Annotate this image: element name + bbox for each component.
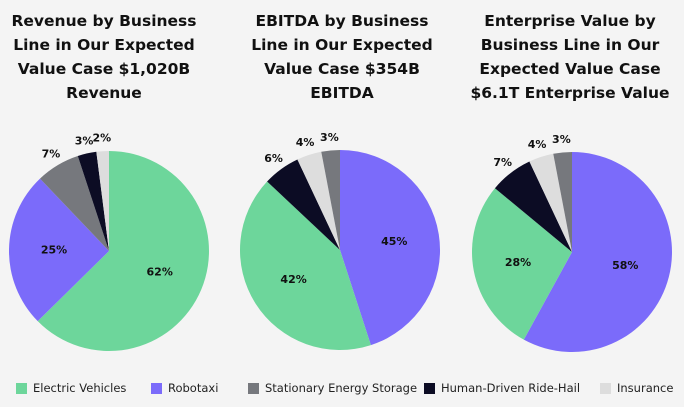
legend-item-human-driven-ride-hail: Human-Driven Ride-Hail <box>424 381 580 395</box>
legend-item-stationary-energy-storage: Stationary Energy Storage <box>248 381 417 395</box>
chart-legend: Electric Vehicles Robotaxi Stationary Ener… <box>16 381 684 401</box>
legend-swatch <box>248 382 259 394</box>
pie-slice-insurance <box>297 151 340 250</box>
pie-slice-stationary-energy-storage <box>553 152 572 252</box>
pie-slice-label: 7% <box>493 156 512 169</box>
legend-label: Insurance <box>617 381 674 395</box>
pie-slice-robotaxi <box>340 150 441 346</box>
legend-item-robotaxi: Robotaxi <box>151 381 218 395</box>
pie-slice-label: 6% <box>264 152 283 165</box>
legend-item-electric-vehicles: Electric Vehicles <box>16 381 126 395</box>
pie-slice-label: 3% <box>75 134 94 147</box>
pie-slice-electric-vehicles <box>239 181 371 351</box>
chart-title-revenue: Revenue by Business Line in Our Expected V… <box>0 9 209 105</box>
chart-title-ebitda: EBITDA by Business Line in Our Expected Va… <box>237 9 447 105</box>
pie-slice-robotaxi <box>523 152 672 352</box>
pie-slice-stationary-energy-storage <box>321 150 340 250</box>
pie-slice-label: 58% <box>612 259 638 272</box>
chart-title-line: Enterprise Value by <box>484 12 656 30</box>
pie-chart-1: 45% 42% 6% 4% 3% <box>239 131 441 351</box>
chart-title-line: Revenue <box>66 84 142 102</box>
legend-label: Human-Driven Ride-Hail <box>441 381 581 395</box>
pie-slice-label: 45% <box>381 235 407 248</box>
pie-slice-human-driven-ride-hail <box>77 151 109 251</box>
legend-swatch <box>600 382 611 394</box>
pie-slice-label: 3% <box>552 133 571 146</box>
legend-label: Stationary Energy Storage <box>265 381 418 395</box>
chart-title-line: Expected Value Case <box>479 60 661 78</box>
legend-label: Robotaxi <box>168 381 219 395</box>
chart-title-enterprise-value: Enterprise Value by Business Line in Our E… <box>465 9 675 105</box>
chart-title-line: EBITDA by Business <box>255 12 429 30</box>
legend-swatch <box>151 382 162 394</box>
chart-title-line: Value Case $1,020B <box>17 60 191 78</box>
pie-slice-stationary-energy-storage <box>39 155 109 251</box>
pie-slice-human-driven-ride-hail <box>267 159 340 250</box>
chart-title-line: Line in Our Expected <box>251 36 433 54</box>
legend-item-insurance: Insurance <box>600 381 673 395</box>
pie-slice-label: 4% <box>528 138 547 151</box>
pie-slice-label: 2% <box>92 132 111 145</box>
pie-slice-electric-vehicles <box>37 151 209 352</box>
pie-slice-human-driven-ride-hail <box>494 161 572 252</box>
pie-slice-label: 3% <box>320 131 339 144</box>
chart-title-line: Line in Our Expected <box>13 36 195 54</box>
pie-chart-2: 58% 28% 7% 4% 3% <box>472 133 672 352</box>
pie-charts: 62%25%7%3% 2%45%42%6%4% 3%58%28%7%4% 3% <box>8 131 672 352</box>
pie-slice-insurance <box>529 153 572 252</box>
pie-slice-label: 62% <box>147 266 173 279</box>
chart-title-line: Revenue by Business <box>11 12 197 30</box>
pie-slice-robotaxi <box>8 178 110 322</box>
pie-slice-electric-vehicles <box>472 188 572 340</box>
legend-swatch <box>16 382 27 394</box>
legend-swatch <box>424 382 435 394</box>
pie-slice-label: 42% <box>280 273 306 286</box>
chart-title-line: EBITDA <box>310 84 374 102</box>
pie-slice-label: 28% <box>505 256 531 269</box>
pie-chart-0: 62% 25% 7% 3% 2% <box>8 132 209 352</box>
chart-title-line: Value Case $354B <box>264 60 420 78</box>
chart-title-line: $6.1T Enterprise Value <box>470 84 670 102</box>
pie-slice-label: 25% <box>41 244 67 257</box>
pie-slice-label: 7% <box>42 148 61 161</box>
legend-label: Electric Vehicles <box>33 381 127 395</box>
pie-slice-insurance <box>96 150 109 251</box>
chart-title-line: Business Line in Our <box>480 36 660 54</box>
pie-slice-label: 4% <box>296 136 315 149</box>
